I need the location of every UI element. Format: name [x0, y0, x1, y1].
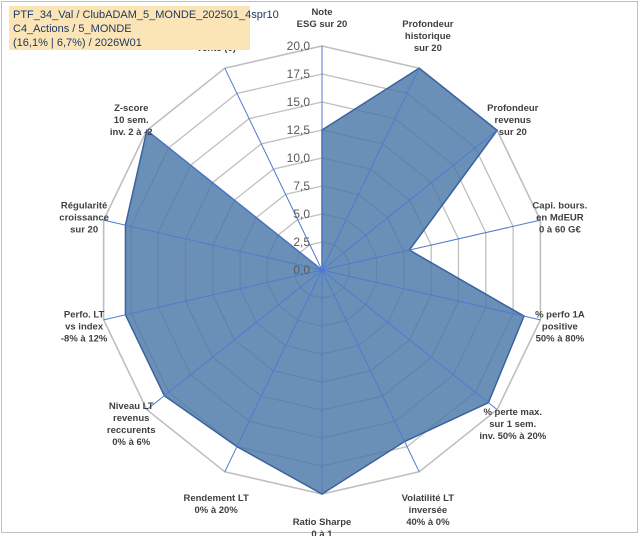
radar-spoke — [146, 269, 323, 411]
axis-label: Niveau LT revenus reccurents 0% à 6% — [107, 401, 156, 448]
axis-label-line: 10 sem. — [114, 115, 149, 126]
axis-label-line: revenus — [113, 413, 149, 424]
axis-label-line: inversée — [409, 505, 448, 516]
axis-label-line: Volatilité LT — [402, 493, 455, 504]
axis-label-line: sur 20 — [70, 225, 98, 236]
radar-spoke — [103, 269, 323, 321]
radar-spoke — [103, 219, 323, 271]
axis-label-line: positive — [542, 321, 578, 332]
axis-label-line: Note — [311, 7, 332, 18]
axis-label: Rendement LT 0% à 20% — [183, 493, 248, 516]
axis-label-line: Rendement LT — [183, 493, 248, 504]
axis-label-line: Niveau LT — [109, 401, 154, 412]
axis-label: Profondeur revenus sur 20 — [487, 103, 538, 138]
axis-label: % perfo 1A positive 50% à 80% — [535, 309, 585, 344]
radar-spoke — [224, 269, 323, 473]
radar-spokes — [103, 46, 541, 494]
axis-label: Régularité croissance sur 20 — [59, 201, 109, 236]
axis-label-line: croissance — [59, 213, 109, 224]
radar-spoke — [224, 67, 323, 271]
axis-label: Perfo. LT vs index -8% à 12% — [61, 309, 108, 344]
axis-label-line: -8% à 12% — [61, 333, 108, 344]
radar-spoke — [146, 129, 323, 271]
tick-label: 7,5 — [293, 179, 310, 193]
axis-label-line: inv. 50% à 20% — [479, 431, 546, 442]
axis-label: Note ESG sur 20 — [297, 7, 348, 30]
tick-label: 20,0 — [287, 39, 311, 53]
axis-label-line: Profondeur — [402, 19, 453, 30]
axis-label-line: 40% à 0% — [406, 517, 450, 528]
axis-label-line: 50% à 80% — [536, 333, 585, 344]
radar-spoke — [321, 67, 420, 271]
axis-label-line: Ratio Sharpe — [293, 517, 352, 528]
axis-label-line: Régularité — [61, 201, 107, 212]
axis-label-line: sur 1 sem. — [489, 419, 536, 430]
axis-label: Ratio Sharpe 0 à 1 — [293, 517, 352, 536]
radar-spoke — [321, 219, 541, 271]
tick-label: 5,0 — [293, 207, 310, 221]
tick-label: 2,5 — [293, 235, 310, 249]
axis-label-line: 0 à 60 G€ — [539, 225, 581, 236]
axis-label-line: historique — [405, 31, 451, 42]
axis-label-line: 0% à 20% — [194, 505, 238, 516]
radar-spoke — [321, 269, 541, 321]
tick-label: 10,0 — [287, 151, 311, 165]
axis-label: Capi. bours. en MdEUR 0 à 60 G€ — [532, 201, 587, 236]
radar-spoke — [321, 269, 498, 411]
axis-label-line: sur 20 — [414, 43, 442, 54]
axis-label-line: 0% à 6% — [112, 437, 151, 448]
axis-label-line: en MdEUR — [536, 213, 584, 224]
axis-label-line: reccurents — [107, 425, 156, 436]
axis-label-line: % perfo 1A — [535, 309, 585, 320]
axis-label: Z-score 10 sem. inv. 2 à -2 — [110, 103, 153, 138]
axis-label-line: 0 à 1 — [311, 529, 333, 536]
title-line-3: (16,1% | 6,7%) / 2026W01 — [13, 37, 142, 49]
title-line-2: C4_Actions / 5_MONDE — [13, 23, 132, 35]
tick-label: 0,0 — [293, 263, 310, 277]
axis-label-line: Perfo. LT — [64, 309, 105, 320]
title-line-1: PTF_34_Val / ClubADAM_5_MONDE_202501_4sp… — [13, 9, 279, 21]
axis-label-line: Capi. bours. — [532, 201, 587, 212]
axis-label-line: Z-score — [114, 103, 148, 114]
radar-spoke — [321, 269, 420, 473]
radar-category-labels: Note ESG sur 20 Profondeur historique sur 20… — [59, 7, 587, 536]
chart-title-box: PTF_34_Val / ClubADAM_5_MONDE_202501_4sp… — [9, 6, 279, 50]
axis-label-line: revenus — [495, 115, 531, 126]
axis-label-line: inv. 2 à -2 — [110, 127, 153, 138]
axis-label-line: sur 20 — [499, 127, 527, 138]
axis-label-line: Profondeur — [487, 103, 538, 114]
axis-label: Profondeur historique sur 20 — [402, 19, 453, 54]
axis-label-line: vs index — [65, 321, 104, 332]
axis-label-line: ESG sur 20 — [297, 19, 348, 30]
tick-label: 12,5 — [287, 123, 311, 137]
axis-label-line: % perte max. — [483, 407, 542, 418]
radar-spoke — [321, 129, 498, 271]
tick-label: 15,0 — [287, 95, 311, 109]
axis-label: Volatilité LT inversée 40% à 0% — [402, 493, 455, 528]
tick-label: 17,5 — [287, 67, 311, 81]
radar-tick-labels: 0,0 2,5 5,0 7,5 10,0 12,5 15,0 17,5 20,0 — [287, 39, 311, 277]
radar-series — [124, 67, 525, 495]
series-area — [124, 67, 525, 495]
axis-label: % perte max. sur 1 sem. inv. 50% à 20% — [479, 407, 546, 442]
